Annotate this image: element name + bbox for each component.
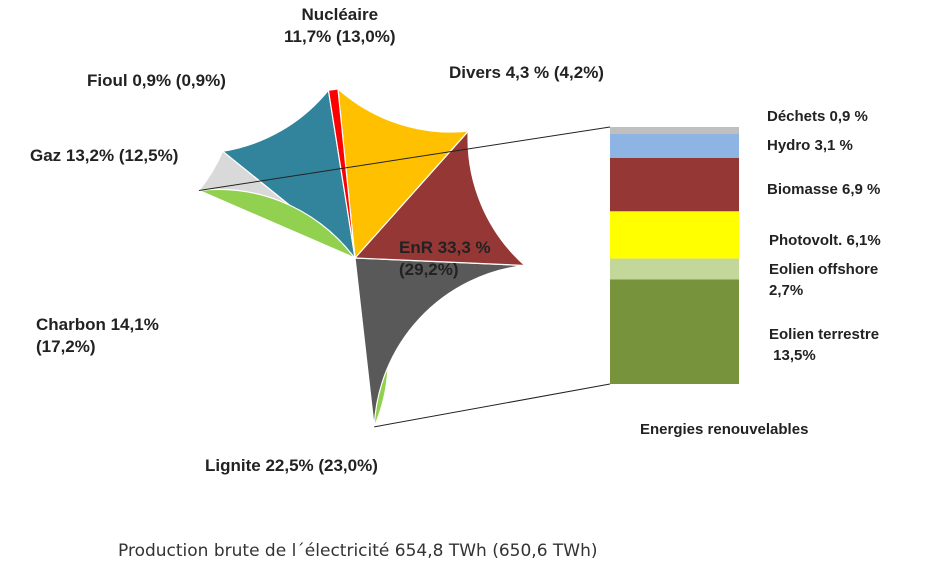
- pie-slice-fioul: [327, 88, 356, 259]
- pie-slice-lignite: [354, 257, 525, 427]
- label-enr-line1: EnR 33,3 %: [399, 238, 491, 257]
- chart-caption: Production brute de l´électricité 654,8 …: [118, 541, 598, 561]
- label-divers: Divers 4,3 % (4,2%): [449, 62, 604, 84]
- connector-line-top: [198, 126, 611, 191]
- label-nucleaire: Nucléaire 11,7% (13,0%): [284, 4, 396, 48]
- label-eolien-offshore-line2: 2,7%: [769, 282, 804, 299]
- label-nucleaire-line1: Nucléaire: [301, 5, 379, 24]
- label-biomasse: Biomasse 6,9 %: [767, 179, 880, 200]
- label-gaz: Gaz 13,2% (12,5%): [30, 145, 178, 167]
- bar-segment-eolien-terrestre: [610, 279, 739, 384]
- pie-to-bar-connectors: [198, 126, 611, 428]
- label-nucleaire-line2: 11,7% (13,0%): [284, 27, 396, 46]
- label-photovolt: Photovolt. 6,1%: [769, 230, 881, 251]
- label-charbon-line1: Charbon 14,1%: [36, 315, 159, 334]
- label-eolien-offshore: Eolien offshore 2,7%: [769, 259, 878, 301]
- label-eolien-terrestre-line2: 13,5%: [769, 347, 816, 364]
- label-charbon-line2: (17,2%): [36, 337, 96, 356]
- label-fioul-line1: Fioul 0,9% (0,9%): [87, 71, 226, 90]
- label-lignite: Lignite 22,5% (23,0%): [205, 455, 378, 477]
- connector-line-bottom: [374, 383, 611, 428]
- renewables-stacked-bar: [610, 127, 739, 384]
- label-eolien-terrestre: Eolien terrestre 13,5%: [769, 324, 879, 366]
- label-hydro: Hydro 3,1 %: [767, 135, 853, 156]
- label-eolien-terrestre-line1: Eolien terrestre: [769, 326, 880, 343]
- pie-slice-nucleaire: [221, 88, 356, 260]
- label-dechets: Déchets 0,9 %: [767, 106, 868, 127]
- label-enr: EnR 33,3 % (29,2%): [399, 237, 491, 281]
- label-biomasse-line1: Biomasse 6,9 %: [767, 181, 881, 198]
- label-eolien-offshore-line1: Eolien offshore: [769, 261, 879, 278]
- pie-slice-charbon: [353, 129, 527, 267]
- bar-segment-hydro: [610, 133, 739, 158]
- label-fioul: Fioul 0,9% (0,9%): [87, 70, 226, 92]
- label-divers-line1: Divers 4,3 % (4,2%): [449, 63, 604, 82]
- label-hydro-line1: Hydro 3,1 %: [767, 137, 853, 154]
- label-photovolt-line1: Photovolt. 6,1%: [769, 232, 881, 249]
- bar-segment-biomasse: [610, 157, 739, 212]
- label-charbon: Charbon 14,1% (17,2%): [36, 314, 159, 358]
- bar-segment-eolien-offshore: [610, 258, 739, 280]
- label-dechets-line1: Déchets 0,9 %: [767, 108, 868, 125]
- bar-segment-photovolt-: [610, 211, 739, 259]
- pie-chart: [196, 87, 527, 430]
- pie-slice-gaz: [337, 87, 470, 260]
- label-enr-line2: (29,2%): [399, 260, 459, 279]
- bar-title: Energies renouvelables: [640, 421, 809, 438]
- bar-segment-dechets: [610, 127, 739, 134]
- label-gaz-line1: Gaz 13,2% (12,5%): [30, 146, 179, 165]
- label-lignite-line1: Lignite 22,5% (23,0%): [205, 456, 378, 475]
